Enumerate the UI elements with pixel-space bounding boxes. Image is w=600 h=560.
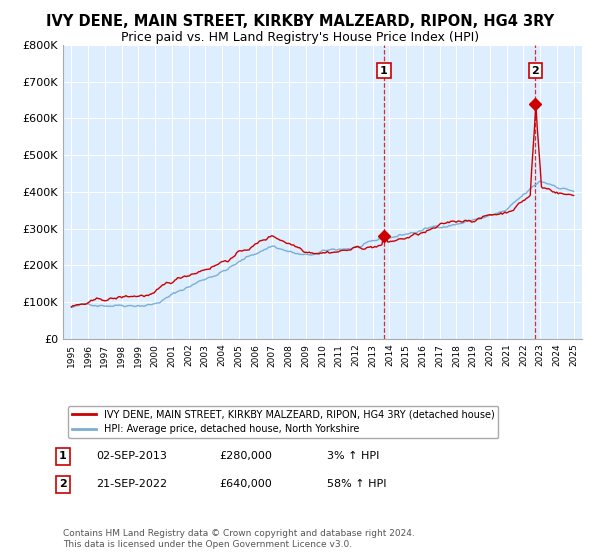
Text: 58% ↑ HPI: 58% ↑ HPI (327, 479, 386, 489)
Text: 21-SEP-2022: 21-SEP-2022 (96, 479, 167, 489)
Text: 2: 2 (59, 479, 67, 489)
Text: IVY DENE, MAIN STREET, KIRKBY MALZEARD, RIPON, HG4 3RY: IVY DENE, MAIN STREET, KIRKBY MALZEARD, … (46, 14, 554, 29)
Text: 1: 1 (380, 66, 388, 76)
Text: 2: 2 (532, 66, 539, 76)
Text: £640,000: £640,000 (219, 479, 272, 489)
Text: 02-SEP-2013: 02-SEP-2013 (96, 451, 167, 461)
Text: Price paid vs. HM Land Registry's House Price Index (HPI): Price paid vs. HM Land Registry's House … (121, 31, 479, 44)
Text: 1: 1 (59, 451, 67, 461)
Text: Contains HM Land Registry data © Crown copyright and database right 2024.
This d: Contains HM Land Registry data © Crown c… (63, 529, 415, 549)
Legend: IVY DENE, MAIN STREET, KIRKBY MALZEARD, RIPON, HG4 3RY (detached house), HPI: Av: IVY DENE, MAIN STREET, KIRKBY MALZEARD, … (68, 405, 499, 438)
Text: 3% ↑ HPI: 3% ↑ HPI (327, 451, 379, 461)
Text: £280,000: £280,000 (219, 451, 272, 461)
